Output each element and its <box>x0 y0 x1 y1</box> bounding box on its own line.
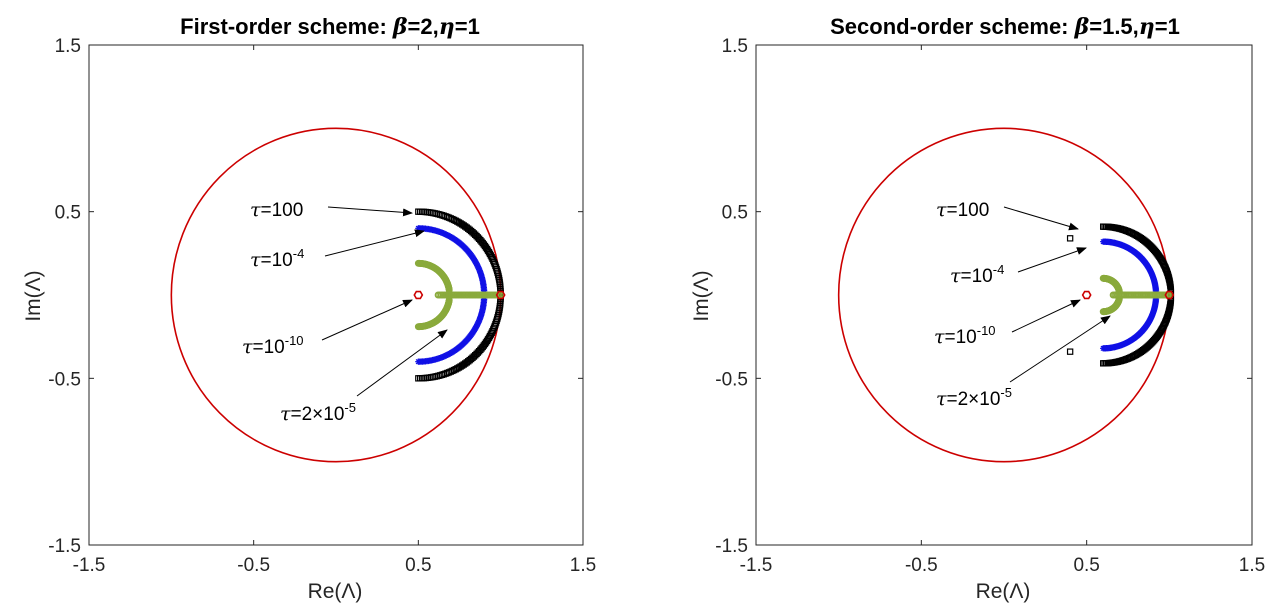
panel2-arrow-tau-100 <box>1003 206 1079 231</box>
panel1-xtick-label: 0.5 <box>405 555 431 576</box>
panel1-annotation-tau-100: τ=100 <box>250 199 303 221</box>
data-point <box>445 296 453 304</box>
data-point <box>1164 290 1175 300</box>
panel1-ytick-label: -0.5 <box>48 369 81 390</box>
data-point <box>415 375 422 382</box>
panel2-xtick-label: 0.5 <box>1073 555 1099 576</box>
panel1-ytick-label: 1.5 <box>55 36 81 57</box>
data-point <box>1115 295 1123 303</box>
panel2-tick-labels: -1.5 -0.5 0.5 1.5 1.5 0.5 -0.5 -1.5 <box>715 36 1265 576</box>
axes-box <box>755 44 1253 546</box>
panel2-title: Second-order scheme: β=1.5,η=1 <box>830 14 1180 40</box>
panel2-xtick-label: -0.5 <box>905 555 938 576</box>
panel1-annotation-tau-1e-10: τ=10-10 <box>242 333 304 358</box>
panel1-tick-labels: -1.5 -0.5 0.5 1.5 1.5 0.5 -0.5 -1.5 <box>48 36 596 576</box>
data-point <box>1115 287 1123 295</box>
series-hex <box>1081 290 1175 300</box>
data-point <box>1152 295 1160 303</box>
panel2-annotation-tau-2e-5: τ=2×10-5 <box>936 385 1012 410</box>
panel1-arrow-tau-1e-10 <box>321 299 413 341</box>
series-square <box>1066 223 1175 367</box>
panel1-xtick-label: -0.5 <box>237 555 270 576</box>
panel2-arrow-tau-1e-4 <box>1017 247 1087 273</box>
data-point <box>413 290 424 300</box>
data-point <box>495 290 506 300</box>
data-point <box>1066 235 1074 242</box>
panel1-ytick-label: -1.5 <box>48 536 81 557</box>
data-point <box>1081 290 1092 300</box>
panel1-annotation-tau-2e-5: τ=2×10-5 <box>280 400 356 425</box>
panel1-arrow-tau-2e-5 <box>356 329 448 397</box>
panel2-annotation-tau-1e-4: τ=10-4 <box>950 262 1004 287</box>
panel1-ylabel: Im(Λ) <box>22 270 45 321</box>
panel1-arrow-tau-100 <box>327 206 413 217</box>
panel1-title: First-order scheme: β=2,η=1 <box>180 14 480 40</box>
data-point <box>416 208 424 215</box>
panel2-arrow-tau-2e-5 <box>1009 315 1111 383</box>
series-circle <box>1099 274 1173 316</box>
data-point <box>415 208 422 215</box>
panel2-xlabel: Re(Λ) <box>976 580 1031 603</box>
panel2-ytick-label: 0.5 <box>722 203 748 224</box>
panel1-xtick-label: -1.5 <box>73 555 106 576</box>
data-point <box>1066 348 1074 355</box>
data-point <box>416 375 424 382</box>
panel2-xtick-label: 1.5 <box>1239 555 1265 576</box>
panel2-xtick-label: -1.5 <box>740 555 773 576</box>
panel1-xtick-label: 1.5 <box>570 555 596 576</box>
panel1-plot-area <box>88 44 584 546</box>
panel2-ytick-label: -1.5 <box>715 536 748 557</box>
panel2-annotation-tau-1e-10: τ=10-10 <box>934 323 996 348</box>
panel2-arrow-tau-1e-10 <box>1011 299 1081 333</box>
panel-first-order: First-order scheme: β=2,η=1 -1.5 -0.5 0.… <box>22 14 596 603</box>
panel2-plot-area <box>755 44 1253 546</box>
panel2-ytick-label: 1.5 <box>722 36 748 57</box>
panel2-ylabel: Im(Λ) <box>690 270 713 321</box>
series-star <box>415 225 488 365</box>
panel2-ytick-label: -0.5 <box>715 369 748 390</box>
data-point <box>1152 287 1160 295</box>
panel2-annotation-tau-100: τ=100 <box>936 199 989 221</box>
axes-box <box>88 44 584 546</box>
panel1-annotation-tau-1e-4: τ=10-4 <box>250 246 304 271</box>
series-hex <box>413 290 506 300</box>
series-square <box>415 208 504 382</box>
panel1-xlabel: Re(Λ) <box>308 580 363 603</box>
panel1-arrow-tau-1e-4 <box>324 229 425 257</box>
panel-second-order: Second-order scheme: β=1.5,η=1 -1.5 -0.5… <box>690 14 1265 603</box>
series-circle <box>414 259 505 331</box>
panel1-ytick-label: 0.5 <box>55 203 81 224</box>
series-star <box>1100 238 1160 352</box>
data-point <box>445 286 453 294</box>
